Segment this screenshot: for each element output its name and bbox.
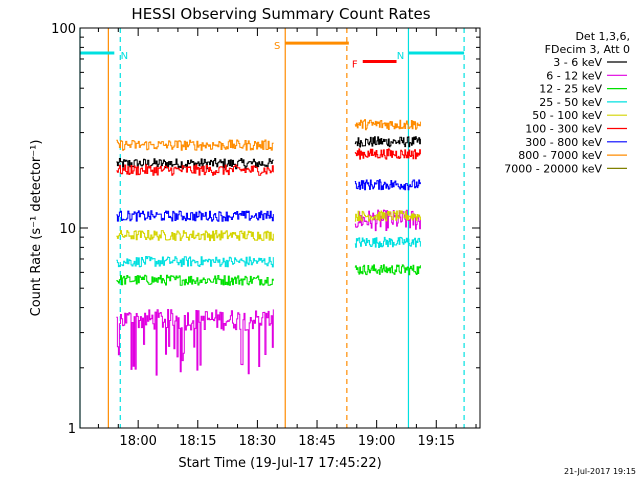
- x-axis-label: Start Time (19-Jul-17 17:45:22): [178, 456, 381, 471]
- flag-label: N: [121, 51, 128, 62]
- series-line: [354, 210, 421, 222]
- timestamp: 21-Jul-2017 19:15: [564, 467, 636, 476]
- legend-entry: 50 - 100 keV: [532, 109, 602, 122]
- flag-label: F: [352, 59, 358, 70]
- series-line: [116, 256, 274, 268]
- x-tick-label: 18:30: [239, 434, 276, 449]
- series-line: [116, 164, 274, 176]
- chart-title: HESSI Observing Summary Count Rates: [131, 5, 430, 23]
- series-line: [116, 274, 274, 286]
- x-tick-label: 18:00: [119, 434, 156, 449]
- legend-entry: 25 - 50 keV: [539, 96, 602, 109]
- flag-label: S: [274, 41, 280, 52]
- flag-label: N: [397, 51, 404, 62]
- series-line: [354, 119, 421, 131]
- x-tick-label: 19:00: [358, 434, 395, 449]
- y-axis-label: Count Rate (s⁻¹ detector⁻¹): [29, 140, 44, 317]
- x-tick-label: 19:15: [418, 434, 455, 449]
- x-tick-label: 18:15: [179, 434, 216, 449]
- legend-entry: 3 - 6 keV: [553, 56, 602, 69]
- series-line: [116, 139, 274, 151]
- series-line: [354, 236, 421, 248]
- legend-entry: 100 - 300 keV: [525, 123, 602, 136]
- legend-entry: 300 - 800 keV: [525, 136, 602, 149]
- y-tick-label: 10: [59, 222, 76, 237]
- legend-entry: 7000 - 20000 keV: [504, 162, 602, 175]
- series-line: [354, 209, 421, 232]
- x-tick-label: 18:45: [298, 434, 335, 449]
- y-tick-label: 100: [51, 22, 76, 37]
- legend-header: Det 1,3,6,: [575, 30, 630, 43]
- legend-entry: 800 - 7000 keV: [518, 149, 602, 162]
- series-line: [116, 309, 274, 376]
- legend-entry: 12 - 25 keV: [539, 83, 602, 96]
- series-line: [116, 210, 274, 222]
- series-line: [116, 158, 274, 170]
- series-line: [354, 136, 421, 148]
- legend-entry: 6 - 12 keV: [546, 69, 602, 82]
- legend-header: FDecim 3, Att 0: [545, 43, 630, 56]
- series-line: [116, 230, 274, 242]
- y-tick-label: 1: [68, 422, 76, 437]
- series-line: [354, 264, 421, 276]
- series-line: [354, 179, 421, 191]
- series-line: [354, 148, 421, 160]
